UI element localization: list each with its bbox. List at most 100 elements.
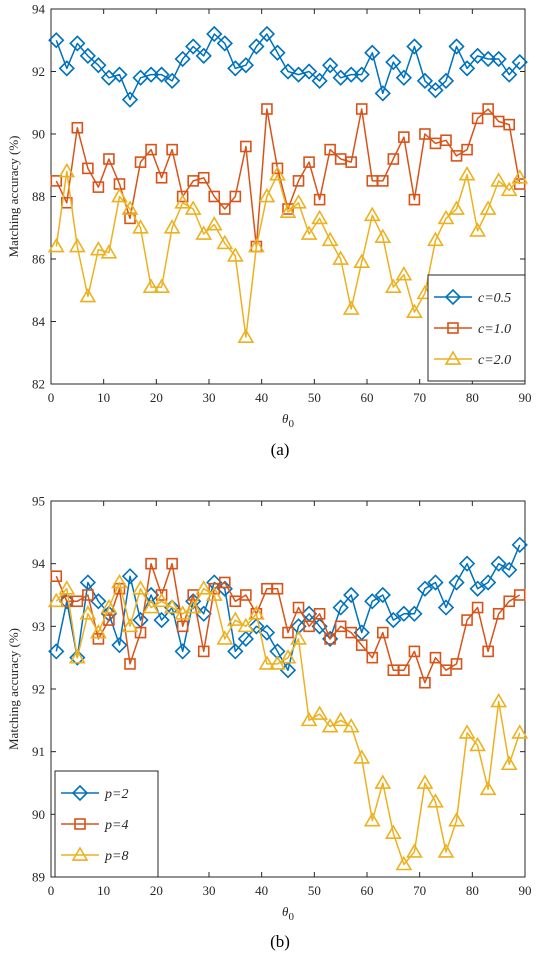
data-point xyxy=(353,253,371,268)
data-point xyxy=(111,66,128,83)
data-point xyxy=(227,643,244,660)
data-point xyxy=(69,649,86,666)
series-p=8 xyxy=(47,573,529,871)
x-tick-label: 60 xyxy=(361,390,374,405)
data-point xyxy=(208,190,221,203)
y-tick-label: 89 xyxy=(32,870,45,885)
data-point xyxy=(374,228,392,243)
data-point xyxy=(501,66,518,83)
legend: p=2 p=4 p=8 xyxy=(54,770,159,878)
data-point xyxy=(248,38,265,55)
y-tick-label: 92 xyxy=(32,682,45,697)
data-point xyxy=(450,150,463,162)
y-tick-label: 82 xyxy=(32,377,45,392)
data-point xyxy=(374,586,391,604)
data-point xyxy=(427,793,444,808)
data-point xyxy=(258,25,276,43)
data-point xyxy=(142,278,160,293)
legend-label: c=0.5 xyxy=(478,291,511,306)
data-point xyxy=(490,50,507,68)
data-point xyxy=(184,598,202,614)
x-tick-label: 20 xyxy=(150,883,163,898)
data-point xyxy=(406,303,423,318)
data-point xyxy=(408,193,421,206)
y-tick-label: 84 xyxy=(32,314,46,329)
data-point xyxy=(176,620,189,633)
data-point xyxy=(174,194,192,209)
data-point xyxy=(195,47,212,65)
data-point xyxy=(395,605,412,622)
data-point xyxy=(197,171,210,184)
chart-panel-b: 0 10 20 30 40 50 60 70 80 90 89 90 91 92 93 94 95 θ0 Match… xyxy=(6,494,532,952)
legend-marker xyxy=(444,350,462,365)
x-axis-label: θ0 xyxy=(282,411,294,430)
data-point xyxy=(384,278,402,293)
x-tick-label: 70 xyxy=(413,390,426,405)
data-point xyxy=(355,639,368,651)
data-point xyxy=(458,724,476,739)
data-point xyxy=(416,774,434,789)
data-point xyxy=(437,209,455,225)
data-point xyxy=(279,649,297,664)
data-point xyxy=(248,237,265,253)
y-tick-label: 90 xyxy=(32,127,45,142)
data-point xyxy=(258,655,276,670)
data-point xyxy=(366,651,379,664)
data-point xyxy=(511,724,529,739)
legend-label: c=1.0 xyxy=(478,322,511,337)
data-point xyxy=(384,824,402,839)
y-tick-label: 95 xyxy=(32,494,45,509)
data-point xyxy=(237,57,254,74)
data-point xyxy=(429,651,442,664)
data-point xyxy=(364,593,381,610)
data-point xyxy=(58,580,76,595)
data-point xyxy=(79,47,96,65)
panel-label: (a) xyxy=(271,440,290,459)
legend-label: c=2.0 xyxy=(478,353,511,368)
data-point xyxy=(111,573,128,589)
data-point xyxy=(469,580,486,597)
x-tick-label: 80 xyxy=(466,883,479,898)
data-point xyxy=(90,57,107,74)
x-tick-label: 30 xyxy=(203,883,216,898)
data-point xyxy=(440,134,452,147)
x-tick-label: 10 xyxy=(97,883,110,898)
data-point xyxy=(271,582,284,595)
data-point xyxy=(229,595,242,608)
data-point xyxy=(90,593,107,610)
data-point xyxy=(205,586,223,601)
y-axis-label: Matching accuracy (%) xyxy=(6,628,21,750)
data-point xyxy=(385,611,402,629)
data-point xyxy=(387,153,400,165)
series-p=4 xyxy=(50,557,526,689)
data-point xyxy=(163,598,181,614)
data-point xyxy=(269,166,286,181)
data-point xyxy=(219,203,231,215)
data-point xyxy=(163,219,181,234)
data-point xyxy=(500,181,518,197)
data-point xyxy=(395,855,413,871)
data-point xyxy=(92,181,105,193)
data-point xyxy=(240,589,252,601)
data-point xyxy=(216,234,234,250)
data-point xyxy=(511,169,529,184)
data-point xyxy=(448,812,465,827)
data-point xyxy=(427,574,444,591)
data-point xyxy=(206,25,223,43)
legend-label: p=8 xyxy=(104,849,128,864)
legend-marker xyxy=(447,322,459,334)
data-point xyxy=(100,598,118,614)
data-point xyxy=(311,72,328,90)
x-tick-label: 30 xyxy=(203,390,216,405)
data-point xyxy=(300,225,318,240)
data-point xyxy=(343,586,360,604)
data-point xyxy=(48,643,65,660)
x-tick-label: 50 xyxy=(308,390,321,405)
data-point xyxy=(448,200,465,215)
data-point xyxy=(355,103,368,115)
data-point xyxy=(164,72,181,90)
data-point xyxy=(437,843,455,858)
data-point xyxy=(398,664,410,677)
data-point xyxy=(195,580,213,595)
data-point xyxy=(398,131,410,143)
